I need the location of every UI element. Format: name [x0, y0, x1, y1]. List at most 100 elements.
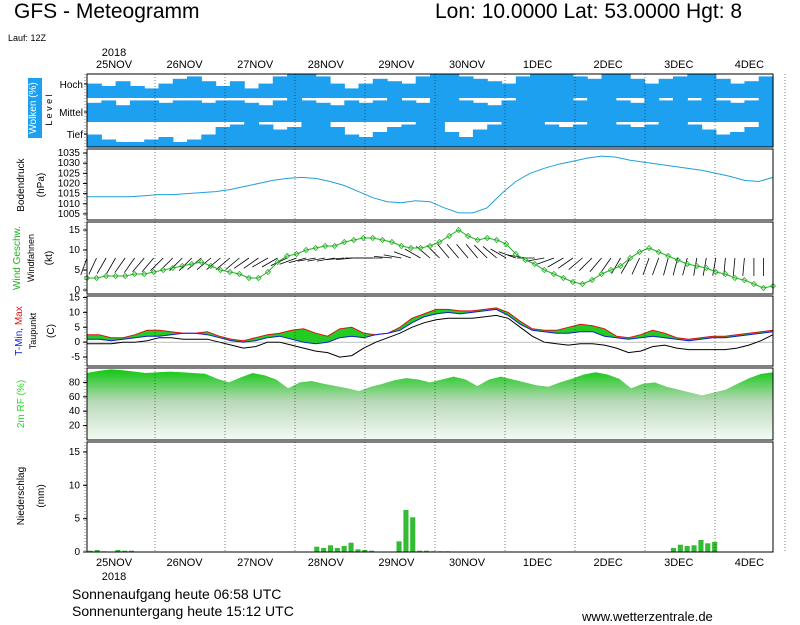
wind-speed-point [769, 282, 777, 290]
cloud-cell [701, 129, 717, 147]
wind-barb [474, 245, 488, 259]
cloud-cell [258, 105, 274, 122]
precip-bar [691, 545, 697, 552]
date-label-top: 26NOV [167, 59, 204, 71]
precip-tick-label: 0 [74, 547, 80, 558]
wind-barb [652, 257, 660, 276]
wind-speed-point [731, 274, 738, 282]
wind-barb [88, 257, 97, 275]
precip-tick-label: 10 [69, 480, 81, 491]
date-label-bottom: 1DEC [523, 557, 552, 569]
cloud-cell [458, 137, 474, 147]
cloud-cell [601, 74, 617, 98]
precip-bar [705, 543, 711, 552]
rh-tick-label: 40 [69, 406, 81, 417]
precip-bar [327, 545, 333, 552]
wind-speed-point [188, 260, 195, 268]
wind-barb [243, 257, 259, 269]
precip-bar [314, 546, 320, 552]
cloud-cell [687, 124, 703, 147]
cloud-cell [658, 122, 674, 147]
precip-bar [396, 541, 402, 552]
wind-speed-point [465, 232, 472, 240]
wind-speed-point [560, 274, 567, 282]
wind-barb [252, 257, 269, 268]
cloud-cell [287, 74, 302, 98]
cloud-cell [387, 98, 402, 122]
cloud-cell [101, 86, 117, 98]
cloud-cell [101, 100, 117, 122]
cloud-cell [615, 100, 631, 122]
wind-speed-point [741, 276, 748, 284]
date-label-top: 29NOV [378, 59, 415, 71]
cloud-cell [415, 102, 431, 122]
cloud-cell [115, 81, 131, 98]
cloud-level-tief: Tief [67, 130, 84, 141]
wind-speed-point [217, 266, 224, 274]
run-label: Lauf: 12Z [8, 33, 47, 43]
cloud-cell [158, 137, 174, 147]
cloud-cell [172, 142, 188, 147]
wind-barb [316, 257, 335, 262]
pressure-tick-label: 1015 [58, 189, 81, 200]
temp-axis-label: T-Min, Max [14, 306, 25, 355]
precip-bar [670, 548, 676, 552]
wind-speed-point [103, 272, 110, 280]
temp-tick-label: -5 [71, 352, 80, 363]
cloud-label-box [28, 78, 42, 138]
cloud-cell [258, 83, 274, 98]
wind-speed-point [264, 268, 272, 276]
precip-bar [341, 546, 347, 552]
wind-speed-point [598, 270, 605, 278]
cloud-cell [744, 81, 760, 98]
wind-barb [611, 257, 621, 274]
cloud-cell [601, 122, 617, 147]
precip-bar [321, 548, 327, 552]
cloud-cell [87, 134, 102, 147]
cloud-cell [572, 100, 588, 122]
wind-barb [732, 257, 736, 276]
wind-speed-point [417, 244, 424, 252]
precip-bar [334, 548, 340, 552]
cloud-cell [344, 134, 360, 147]
cloud-cell [715, 134, 731, 147]
cloud-cell [244, 102, 260, 122]
pressure-tick-label: 1035 [58, 148, 81, 159]
wind-speed-point [722, 270, 729, 278]
cloud-cell [587, 122, 603, 147]
wind-barb [326, 257, 345, 260]
cloud-cell [530, 122, 545, 147]
wind-barb [526, 257, 545, 262]
wind-barb [404, 248, 421, 259]
cloud-cell [615, 74, 631, 98]
wind-speed-point [426, 242, 434, 250]
cloud-cell [301, 122, 317, 147]
cloud-cell [558, 127, 574, 147]
cloud-cell [229, 124, 245, 147]
wind-barb [663, 257, 669, 276]
wind-barb [589, 257, 602, 273]
wind-barb [225, 257, 240, 270]
tmin-line [87, 308, 774, 345]
wind-speed-point [674, 256, 681, 264]
precip-unit-label: (mm) [36, 484, 47, 507]
precip-bar [424, 550, 430, 552]
precip-bar [94, 550, 100, 552]
date-label-top: 4DEC [735, 59, 764, 71]
wind-barb [206, 257, 221, 270]
temp-tick-label: 5 [74, 322, 80, 333]
wind-barb [672, 257, 679, 276]
cloud-cell [129, 100, 145, 122]
cloud-cell [415, 122, 431, 147]
cloud-cell [472, 102, 488, 122]
wind-barb [383, 254, 402, 259]
cloud-cell [758, 76, 774, 98]
pressure-tick-label: 1030 [58, 158, 81, 169]
cloud-cell [630, 102, 645, 122]
wind-speed-point [179, 262, 186, 270]
wind-speed-point [341, 238, 348, 246]
dewpoint-axis-label: Taupunkt [28, 312, 38, 349]
cloud-cell [587, 98, 603, 122]
